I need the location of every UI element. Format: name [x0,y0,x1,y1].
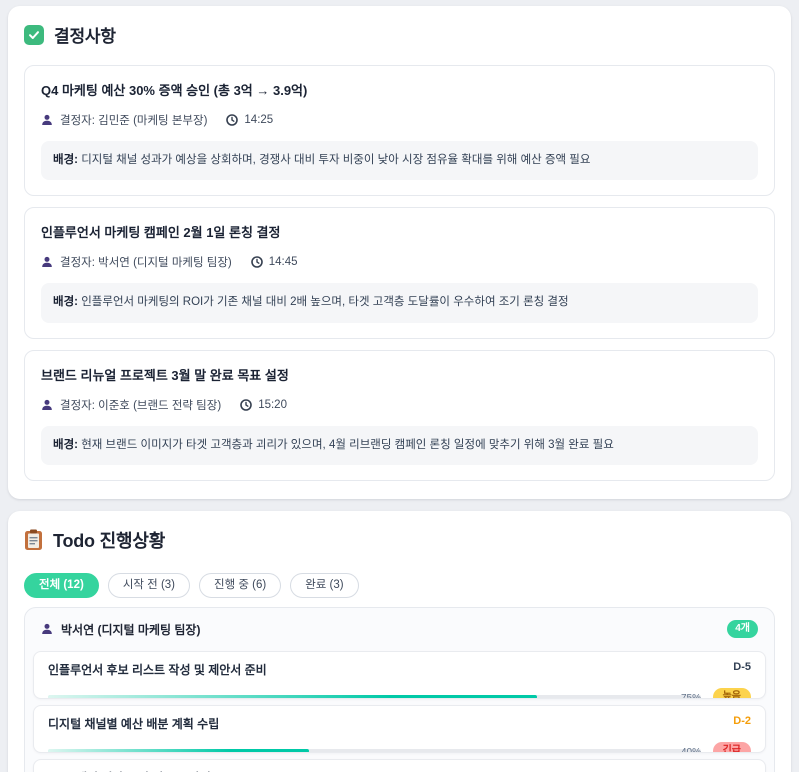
task-title: 디지털 채널별 예산 배분 계획 수립 [48,717,220,732]
filter-done[interactable]: 완료 (3) [290,572,359,599]
decision-card: 브랜드 리뉴얼 프로젝트 3월 말 완료 목표 설정 결정자: 이준호 (브랜드… [24,349,775,481]
progress-percent: 75% [680,693,701,700]
decision-title: Q4 마케팅 예산 30% 증액 승인 (총 3억 → 3.9억) [41,83,308,98]
user-icon [42,399,52,410]
user-icon [42,114,52,125]
decisions-header: 결정사항 [24,22,775,47]
todo-filter-row: 전체 (12) 시작 전 (3) 진행 중 (6) 완료 (3) [24,572,775,599]
decision-time: 14:25 [244,114,274,126]
user-icon [42,624,52,635]
clipboard-icon [24,529,43,551]
task-card: 인플루언서 후보 리스트 작성 및 제안서 준비 D-5 높음 75% [33,651,766,700]
decision-time: 15:20 [258,398,287,411]
member-name: 박서연 (디지털 마케팅 팀장) [61,622,201,637]
decision-meta: 결정자: 박서연 (디지털 마케팅 팀장) 14:45 [41,254,758,270]
task-count-badge: 4개 [727,620,758,639]
decision-background-box: 배경: 인플루언서 마케팅의 ROI가 기존 채널 대비 2배 높으며, 타겟 … [41,283,758,323]
check-icon [24,24,44,45]
decision-title: 인플루언서 마케팅 캠페인 2월 1일 론칭 결정 [41,225,281,241]
decision-meta: 결정자: 이준호 (브랜드 전략 팀장) 15:20 [41,397,758,413]
decision-background-box: 배경: 현재 브랜드 이미지가 타겟 고객층과 괴리가 있으며, 4월 리브랜딩… [41,425,758,465]
user-icon [42,257,52,268]
task-title: 인플루언서 후보 리스트 작성 및 제안서 준비 [48,663,267,678]
decision-title: 브랜드 리뉴얼 프로젝트 3월 말 완료 목표 설정 [41,367,289,383]
decision-decider: 결정자: 박서연 (디지털 마케팅 팀장) [60,257,232,270]
decision-background-box: 배경: 디지털 채널 성과가 예상을 상회하며, 경쟁사 대비 투자 비중이 낮… [41,141,758,181]
decision-meta: 결정자: 김민준 (마케팅 본부장) 14:25 [41,112,758,128]
member-group-card: 박서연 (디지털 마케팅 팀장) 4개 인플루언서 후보 리스트 작성 및 제안… [24,607,775,772]
priority-badge: 높음 [712,688,751,699]
decision-background-text: 디지털 채널 성과가 예상을 상회하며, 경쟁사 대비 투자 비중이 낮아 시장… [81,154,591,166]
task-dday: D-2 [733,715,751,728]
todo-panel: Todo 진행상황 전체 (12) 시작 전 (3) 진행 중 (6) 완료 (… [8,510,791,772]
task-dday: D-5 [733,661,751,674]
decision-decider: 결정자: 김민준 (마케팅 본부장) [60,115,208,127]
decisions-title: 결정사항 [54,27,116,46]
decision-card: 인플루언서 마케팅 캠페인 2월 1일 론칭 결정 결정자: 박서연 (디지털 … [24,207,775,339]
decisions-panel: 결정사항 Q4 마케팅 예산 30% 증액 승인 (총 3억 → 3.9억) 결… [8,6,791,499]
decision-time: 14:45 [268,256,298,269]
task-card: 디지털 채널별 예산 배분 계획 수립 D-2 긴급 40% [33,705,766,754]
task-card: SNS 채널 성과 분석 리포트 작성 완료 100% [33,759,766,772]
decision-card: Q4 마케팅 예산 30% 증액 승인 (총 3억 → 3.9억) 결정자: 김… [24,65,775,197]
decision-decider: 결정자: 이준호 (브랜드 전략 팀장) [60,399,222,412]
member-group-header[interactable]: 박서연 (디지털 마케팅 팀장) 4개 [25,608,774,649]
progress-fill [48,695,538,699]
filter-in-progress[interactable]: 진행 중 (6) [199,572,282,599]
filter-all[interactable]: 전체 (12) [24,572,99,599]
clock-icon [226,114,239,126]
decision-background-label: 배경: [53,296,78,309]
clock-icon [240,398,252,411]
decision-background-label: 배경: [53,154,78,166]
clock-icon [250,256,263,269]
progress-track [48,695,701,699]
todo-header: Todo 진행상황 [24,527,775,553]
todo-title: Todo 진행상황 [53,530,166,551]
progress-fill [48,749,310,753]
priority-badge: 긴급 [712,742,751,753]
task-list: 인플루언서 후보 리스트 작성 및 제안서 준비 D-5 높음 75% 디지털 … [25,649,774,772]
decision-background-text: 현재 브랜드 이미지가 타겟 고객층과 괴리가 있으며, 4월 리브랜딩 캠페인… [81,438,614,451]
decision-background-label: 배경: [53,438,78,451]
progress-track [48,749,701,753]
filter-not-started[interactable]: 시작 전 (3) [107,572,190,599]
decision-background-text: 인플루언서 마케팅의 ROI가 기존 채널 대비 2배 높으며, 타겟 고객층 … [81,296,569,309]
progress-percent: 40% [680,747,701,754]
